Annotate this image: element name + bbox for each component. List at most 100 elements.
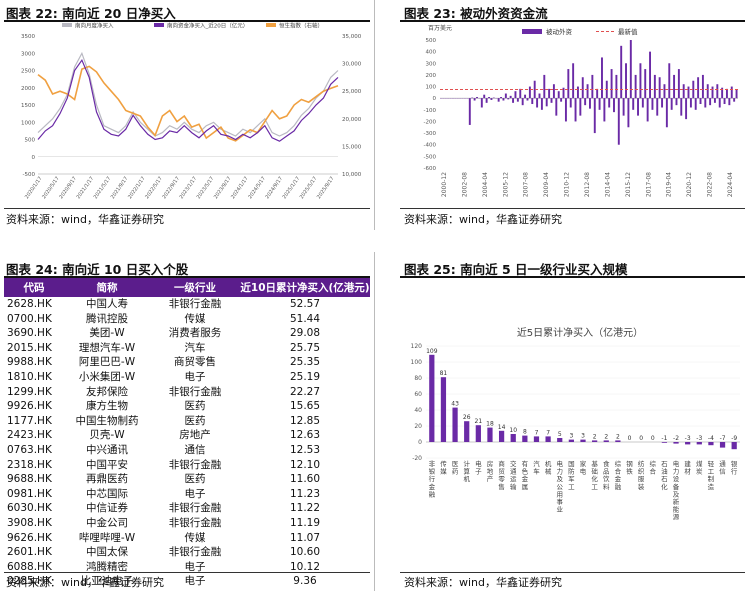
- stock-industry: 房地产: [150, 428, 240, 443]
- data-label: 109: [426, 348, 438, 355]
- y-right-tick-label: 20,000: [342, 117, 362, 123]
- panel-24-title: 图表 24: 南向近 10 日买入个股: [6, 262, 189, 277]
- stock-industry: 电子: [150, 559, 240, 575]
- panel-23-source: 资料来源：wind，华鑫证券研究: [404, 213, 563, 226]
- y-tick-label: -20: [412, 455, 422, 462]
- y-left-tick-label: 3000: [21, 51, 35, 57]
- flow-bar: [639, 63, 642, 99]
- data-label: -7: [720, 435, 726, 442]
- y-right-tick-label: 30,000: [342, 62, 362, 68]
- y-tick-label: 200: [426, 73, 437, 79]
- y-left-tick-label: -500: [23, 172, 36, 178]
- y-right-tick-label: 10,000: [342, 172, 362, 178]
- data-label: -4: [708, 435, 714, 442]
- data-label: 3: [569, 433, 573, 440]
- category-label: 建材: [684, 459, 691, 476]
- flow-bar: [601, 57, 603, 99]
- flow-bar: [706, 84, 709, 99]
- flow-bar: [723, 98, 726, 104]
- flow-bar: [591, 74, 594, 99]
- industry-bar: [510, 434, 516, 442]
- flow-bar: [543, 74, 546, 99]
- panel-23-chart: 百万美元 500 400 300 200 100 0 -100 -200 -300 -400 -500…: [424, 24, 738, 197]
- category-label: 国防军工: [568, 460, 575, 491]
- panel-22-title-rule: [4, 20, 370, 22]
- y-tick-label: -500: [424, 154, 437, 160]
- x-tick-label: 2020-12: [686, 172, 693, 197]
- panel-22-source: 资料来源：wind，华鑫证券研究: [6, 213, 165, 226]
- stock-code: 2628.HK: [4, 297, 64, 312]
- flow-bar: [509, 95, 512, 99]
- x-tick-label: 2014-04: [604, 172, 611, 197]
- stock-net-buy: 9.36: [240, 574, 370, 589]
- flow-bar: [531, 98, 534, 104]
- category-label: 纺织服装: [638, 459, 645, 491]
- panel-23-title: 图表 23: 被动外资资金流: [404, 6, 548, 21]
- x-tick-label: 2004-04: [482, 172, 489, 197]
- category-label: 石油石化: [661, 460, 668, 491]
- x-tick-label: 2019-04: [666, 172, 673, 197]
- stock-industry: 传媒: [150, 311, 240, 327]
- y-left-tick-label: 2500: [21, 69, 35, 75]
- flow-bar: [596, 88, 599, 99]
- data-label: 10: [509, 427, 517, 434]
- series-monthly-net-buy: [37, 51, 339, 137]
- stock-industry: 通信: [150, 442, 240, 458]
- stock-industry: 医药: [150, 413, 240, 429]
- flow-bar: [721, 87, 724, 99]
- table-row: 0285.HK 比亚迪电子 电子 9.36: [4, 574, 370, 589]
- stock-net-buy: 52.57: [240, 297, 370, 312]
- stock-name: 鸿腾精密: [64, 559, 150, 575]
- flow-bar: [617, 98, 620, 145]
- table-row: 9988.HK 阿里巴巴-W 商贸零售 25.35: [4, 355, 370, 370]
- flow-bar: [562, 87, 565, 99]
- industry-bar: [533, 436, 540, 442]
- industry-bar: [452, 407, 458, 442]
- flow-bar: [512, 98, 515, 103]
- flow-bar: [560, 98, 563, 102]
- flow-bar: [697, 77, 700, 99]
- category-label: 商贸零售: [498, 459, 505, 491]
- flow-bar: [641, 98, 644, 108]
- stock-industry: 电子: [150, 574, 240, 589]
- flow-bar: [569, 98, 572, 108]
- industry-bar: [592, 440, 598, 442]
- y-tick-label: 120: [411, 343, 423, 350]
- flow-bar: [524, 94, 527, 99]
- legend-label: 恒生指数（右轴）: [279, 22, 323, 30]
- flow-bar: [574, 98, 577, 122]
- flow-bar: [718, 98, 721, 108]
- flow-bar: [555, 98, 558, 116]
- panel-24-title-rule: [4, 276, 370, 278]
- x-tick-label: 2015-12: [625, 172, 632, 197]
- y-tick-label: 80: [414, 375, 422, 382]
- stock-name: 哔哩哔哩-W: [64, 530, 150, 546]
- y-left-tick-label: 2000: [21, 86, 35, 92]
- flow-bar: [704, 98, 707, 108]
- y-right-tick-label: 15,000: [342, 144, 362, 150]
- industry-bar: [719, 442, 726, 448]
- data-label: -3: [685, 435, 691, 442]
- stock-net-buy: 10.60: [240, 545, 370, 560]
- flow-bar: [557, 91, 560, 99]
- header-net-buy: 近10日累计净买入(亿港元): [240, 278, 370, 297]
- x-tick-label: 2022-08: [707, 172, 714, 197]
- flow-bar: [625, 63, 627, 99]
- column-divider-top: [374, 0, 375, 230]
- category-label: 电子: [475, 459, 482, 476]
- stock-industry: 电子: [150, 369, 240, 385]
- y-tick-label: 400: [426, 50, 437, 56]
- panel-25-title-rule: [400, 276, 745, 278]
- flow-bar: [673, 74, 676, 99]
- flow-bar: [675, 98, 678, 106]
- stock-code: 6030.HK: [4, 501, 64, 516]
- table-row: 2601.HK 中国太保 非银行金融 10.60: [4, 545, 370, 560]
- x-tick-label: 2010-12: [564, 172, 571, 197]
- stock-industry: 传媒: [150, 530, 240, 546]
- x-tick-label: 2007-08: [523, 172, 530, 197]
- flow-bar: [711, 86, 714, 99]
- stock-code: 2318.HK: [4, 457, 64, 473]
- flow-bar: [483, 94, 486, 99]
- legend-label-passive: 被动外资: [546, 27, 573, 36]
